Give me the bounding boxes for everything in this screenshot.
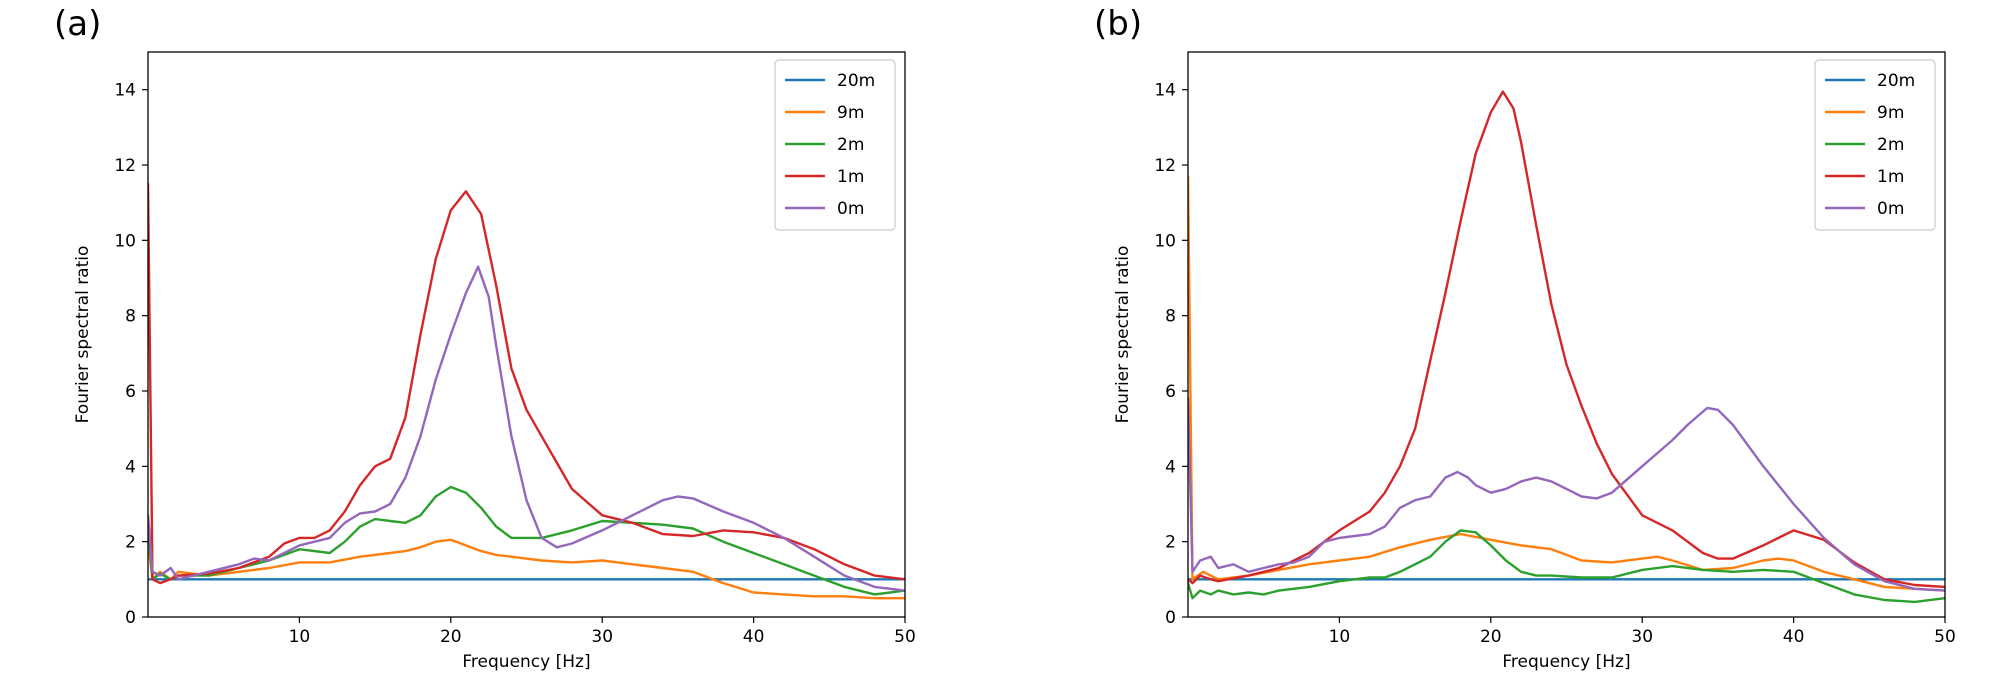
x-axis-label: Frequency [Hz] <box>1502 652 1630 672</box>
x-tick-label: 10 <box>1329 627 1351 647</box>
y-tick-label: 14 <box>1154 81 1176 101</box>
axes-frame <box>1187 51 1946 618</box>
x-tick-label: 10 <box>289 627 311 647</box>
series-group <box>1188 90 1945 604</box>
series-line-0m <box>148 265 905 592</box>
x-axis-label: Frequency [Hz] <box>462 652 590 672</box>
series-line-2m <box>1188 529 1945 604</box>
legend: 20m 9m 2m 1m 0m <box>1814 59 1936 231</box>
y-tick-label: 4 <box>1165 457 1176 477</box>
y-tick-label: 0 <box>125 608 136 628</box>
panel-label-b: (b) <box>1094 4 1143 44</box>
series-line-9m <box>148 538 905 600</box>
legend-entry: 0m <box>1877 199 1904 219</box>
legend-entry: 9m <box>1877 103 1904 123</box>
x-tick-label: 40 <box>1783 627 1805 647</box>
panel-label-a: (a) <box>54 4 102 44</box>
legend-entry: 1m <box>837 167 864 187</box>
legend-entry: 20m <box>1877 71 1915 91</box>
legend-entry: 1m <box>1877 167 1904 187</box>
y-tick-label: 10 <box>114 231 136 251</box>
x-tick-label: 40 <box>743 627 765 647</box>
y-tick-label: 8 <box>1165 307 1176 327</box>
legend-entry: 9m <box>837 103 864 123</box>
y-tick-label: 2 <box>1165 533 1176 553</box>
series-group <box>148 182 905 600</box>
panel-a: 10 20 30 40 50 0 2 4 6 8 10 12 14 Frequency [Hz] Fouri… <box>73 51 916 672</box>
y-axis-label: Fourier spectral ratio <box>73 246 93 424</box>
y-tick-label: 12 <box>1154 156 1176 176</box>
legend-entry: 0m <box>837 199 864 219</box>
series-line-9m <box>1188 175 1945 592</box>
y-tick-label: 2 <box>125 533 136 553</box>
x-tick-label: 20 <box>440 627 462 647</box>
y-tick-label: 12 <box>114 156 136 176</box>
legend-entry: 2m <box>1877 135 1904 155</box>
x-tick-label: 50 <box>894 627 916 647</box>
panel-b: 10 20 30 40 50 0 2 4 6 8 10 12 14 Frequency [Hz] Fouri… <box>1113 51 1956 672</box>
series-line-1m <box>148 182 905 585</box>
y-tick-label: 4 <box>125 457 136 477</box>
y-tick-label: 10 <box>1154 231 1176 251</box>
y-tick-label: 6 <box>1165 382 1176 402</box>
legend-frame <box>1814 59 1936 231</box>
x-tick-label: 30 <box>591 627 613 647</box>
y-tick-label: 0 <box>1165 608 1176 628</box>
axes-frame <box>147 51 906 618</box>
legend-frame <box>774 59 896 231</box>
legend-entry: 2m <box>837 135 864 155</box>
legend-entry: 20m <box>837 71 875 91</box>
y-tick-label: 6 <box>125 382 136 402</box>
x-tick-label: 20 <box>1480 627 1502 647</box>
x-tick-label: 30 <box>1631 627 1653 647</box>
x-tick-label: 50 <box>1934 627 1956 647</box>
y-axis-label: Fourier spectral ratio <box>1113 246 1133 424</box>
series-line-0m <box>1188 397 1945 592</box>
y-tick-label: 8 <box>125 307 136 327</box>
legend: 20m 9m 2m 1m 0m <box>774 59 896 231</box>
y-tick-label: 14 <box>114 81 136 101</box>
